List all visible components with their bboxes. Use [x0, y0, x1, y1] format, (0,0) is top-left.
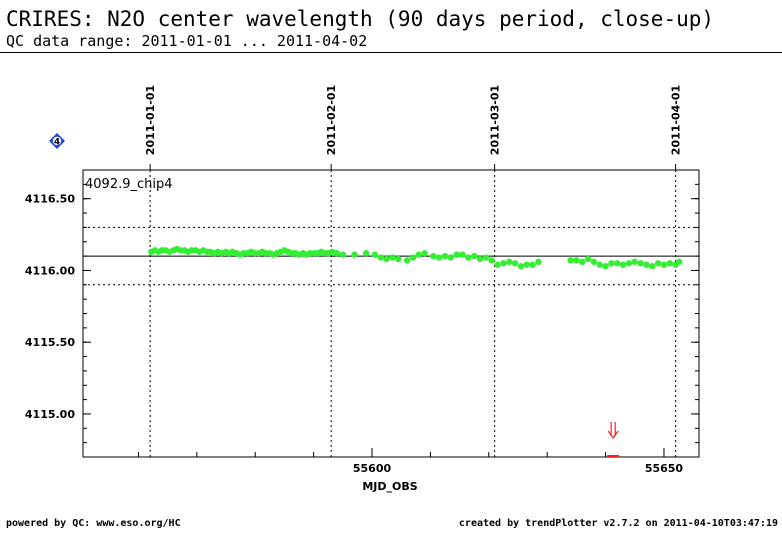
data-point — [435, 254, 443, 261]
data-point — [421, 250, 428, 257]
data-point — [471, 252, 478, 260]
date-marker-label: 2011-03-01 — [489, 85, 502, 155]
data-point — [579, 258, 586, 266]
data-point — [403, 257, 411, 264]
y-tick-label: 4115.50 — [25, 336, 75, 349]
data-points — [148, 245, 683, 270]
outlier-arrowhead-icon — [607, 430, 619, 440]
data-point — [494, 261, 501, 268]
chart-subtitle: QC data range: 2011-01-01 ... 2011-04-02 — [6, 32, 368, 50]
data-point — [465, 254, 472, 261]
data-point — [389, 254, 396, 261]
data-point — [377, 254, 384, 261]
data-point — [654, 260, 662, 267]
data-point — [535, 258, 542, 266]
series-label: 4092.9_chip4 — [85, 177, 173, 192]
y-tick-label: 4116.50 — [25, 193, 75, 206]
data-point — [371, 251, 379, 258]
footer-powered-by: powered by QC: www.eso.org/HC — [6, 518, 181, 529]
data-point — [666, 260, 674, 267]
data-point — [637, 260, 644, 267]
data-point — [517, 262, 525, 270]
y-tick-label: 4116.00 — [25, 264, 75, 277]
data-point — [619, 261, 627, 268]
data-point — [567, 257, 574, 264]
data-point — [441, 252, 449, 260]
plot-area — [82, 169, 700, 458]
data-point — [447, 254, 455, 261]
data-point — [500, 260, 507, 267]
data-point — [351, 251, 358, 258]
data-point — [415, 251, 422, 258]
date-marker-label: 2011-02-01 — [325, 85, 338, 155]
badge-number: 4 — [54, 138, 60, 148]
data-point — [482, 254, 490, 261]
data-point — [511, 260, 519, 267]
data-point — [625, 260, 633, 267]
data-point — [675, 258, 683, 266]
data-point — [488, 257, 495, 264]
data-point — [409, 254, 417, 261]
x-axis-title: MJD_OBS — [362, 480, 417, 493]
data-point — [506, 258, 513, 266]
data-point — [362, 250, 370, 257]
x-tick-label: 55600 — [353, 462, 392, 475]
data-point — [608, 260, 615, 267]
data-point — [339, 251, 347, 258]
data-point — [590, 258, 598, 266]
data-point — [649, 262, 656, 270]
data-point — [333, 250, 341, 257]
date-marker-lines — [149, 170, 677, 457]
data-point — [614, 260, 621, 267]
data-point — [643, 261, 650, 268]
x-tick-label: 55650 — [645, 462, 684, 475]
axis-labels: 2011-01-01 2011-02-01 2011-03-01 2011-04-01… — [25, 85, 684, 475]
y-tick-label: 4115.00 — [25, 408, 75, 421]
data-point — [602, 262, 609, 270]
data-point — [476, 255, 484, 263]
data-point — [430, 252, 437, 260]
data-point — [660, 261, 668, 268]
chart-title: CRIRES: N2O center wavelength (90 days p… — [6, 7, 715, 31]
header-divider — [0, 52, 782, 53]
data-point — [459, 251, 466, 258]
data-point — [529, 261, 536, 268]
footer-created-by: created by trendPlotter v2.7.2 on 2011-0… — [458, 518, 778, 529]
data-point — [453, 251, 460, 258]
data-point — [596, 261, 603, 268]
data-point — [631, 258, 638, 266]
data-point — [584, 255, 592, 263]
data-point — [523, 261, 530, 268]
data-point — [383, 255, 390, 263]
date-marker-label: 2011-04-01 — [670, 85, 683, 155]
plot-frame — [82, 169, 700, 458]
data-point — [573, 257, 580, 264]
outlier-markers — [607, 422, 620, 457]
date-marker-label: 2011-01-01 — [144, 85, 157, 155]
data-point — [395, 255, 402, 263]
diamond-badge-icon: 4 — [49, 133, 65, 149]
axis-ticks — [83, 164, 699, 457]
